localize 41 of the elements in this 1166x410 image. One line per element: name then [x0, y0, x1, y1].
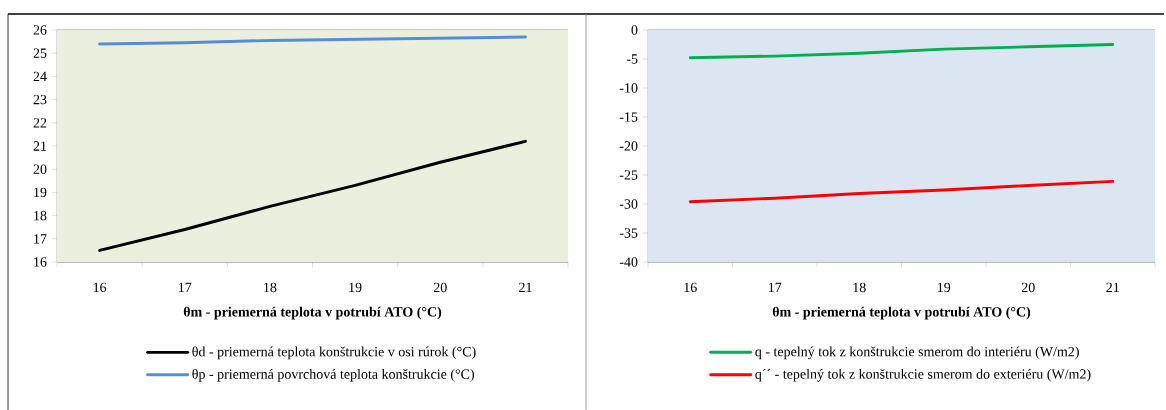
y-tick-label: 19: [34, 187, 47, 198]
line-series: [688, 179, 1115, 204]
y-tick-label: 24: [33, 71, 47, 82]
y-tick-label: 20: [33, 164, 47, 174]
y-tick-label: 16: [34, 257, 47, 267]
legend-label: q - tepelný tok z konštrukcie smerom do interiéru (W/m2): [755, 346, 1079, 360]
x-tick-label: 18: [853, 282, 866, 293]
y-tick-label: 17: [34, 234, 47, 244]
y-tick-label: 0: [631, 25, 638, 35]
legend-label: θd - priemerná teplota konštrukcie v osi rúrok (°C): [192, 346, 476, 360]
y-tick-label: -25: [619, 170, 638, 180]
y-tick-label: -35: [619, 228, 638, 238]
legend-label: θp - priemerná povrchová teplota konštrukcie (°C): [192, 368, 475, 382]
y-tick-label: -20: [619, 141, 638, 151]
x-tick-label: 19: [937, 282, 951, 293]
y-tick-label: -30: [619, 199, 638, 209]
y-tick-label: 23: [33, 94, 47, 105]
line-series: [688, 43, 1115, 60]
x-axis-title: θm - priemerná teplota v potrubí ATO (°C): [183, 306, 442, 320]
x-tick-label: 21: [1106, 282, 1119, 292]
y-tick-label: -15: [619, 112, 638, 122]
y-tick-label: 21: [33, 141, 47, 151]
x-tick-label: 20: [1021, 282, 1035, 293]
y-tick-label: 18: [34, 210, 47, 221]
x-tick-label: 16: [684, 282, 697, 293]
x-tick-label: 16: [93, 282, 107, 293]
y-tick-label: -10: [619, 83, 638, 93]
y-tick-label: -40: [619, 257, 638, 267]
x-tick-label: 17: [768, 282, 782, 292]
x-axis-title: θm - priemerná teplota v potrubí ATO (°C): [772, 306, 1031, 320]
line-series: [98, 139, 527, 252]
x-tick-label: 18: [264, 282, 277, 293]
y-tick-label: 26: [33, 25, 47, 35]
x-tick-label: 20: [433, 282, 447, 293]
legend-label: q´´ - tepelný tok z konštrukcie smerom do exteriéru (W/m2): [755, 368, 1091, 382]
y-tick-label: -5: [626, 54, 638, 64]
x-tick-label: 21: [519, 282, 532, 292]
x-tick-label: 19: [349, 282, 362, 293]
y-tick-label: 22: [33, 118, 47, 128]
x-tick-label: 17: [179, 282, 192, 292]
y-tick-label: 25: [33, 48, 47, 58]
